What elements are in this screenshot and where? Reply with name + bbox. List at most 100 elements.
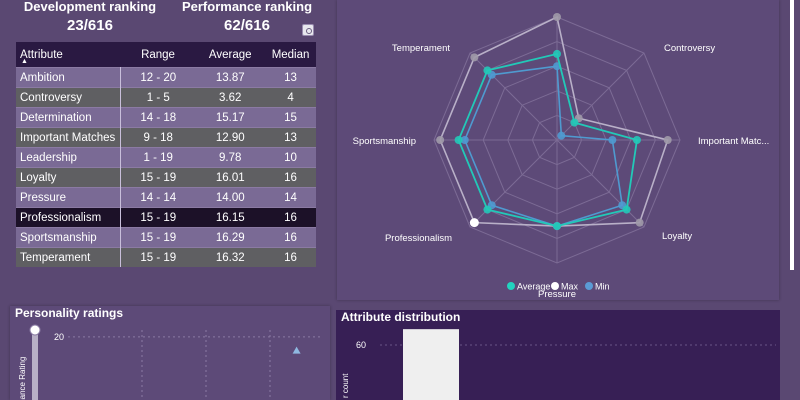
radar-point[interactable] <box>635 218 644 227</box>
performance-ranking-title: Performance ranking <box>181 0 313 14</box>
development-ranking-title: Development ranking <box>23 0 157 14</box>
radar-point[interactable] <box>553 49 561 58</box>
radar-spoke <box>469 52 558 141</box>
attribute-header-label: Attribute <box>20 48 63 61</box>
table-row[interactable]: Professionalism 15 - 19 16.15 16 <box>16 207 316 228</box>
cell-average: 14.00 <box>195 187 266 208</box>
ratings-y-axis-label: mance Rating <box>18 357 27 400</box>
radar-point[interactable] <box>436 136 445 144</box>
cell-range: 14 - 14 <box>120 187 196 208</box>
focus-mode-icon[interactable] <box>302 24 314 36</box>
ratings-slider-track[interactable] <box>32 328 38 400</box>
attribute-distribution-chart: r count6040 <box>341 329 776 400</box>
legend-marker-max <box>551 282 559 290</box>
radar-point[interactable] <box>663 136 672 144</box>
table-row[interactable]: Loyalty 15 - 19 16.01 16 <box>16 167 316 188</box>
performance-ranking-value: 62/616 <box>224 17 270 34</box>
cell-attribute: Important Matches <box>16 127 122 148</box>
radar-point[interactable] <box>608 136 617 144</box>
column-header-median[interactable]: Median <box>265 42 316 68</box>
cell-attribute: Determination <box>16 107 122 128</box>
legend-marker-average <box>507 282 515 290</box>
cell-range: 1 - 5 <box>120 87 196 108</box>
personality-ratings-panel: Personality ratings mance Rating2010 <box>10 306 330 400</box>
table-row[interactable]: Controversy 1 - 5 3.62 4 <box>16 87 316 108</box>
cell-attribute: Sportsmanship <box>16 227 122 248</box>
cell-average: 12.90 <box>195 127 266 148</box>
ratings-point-triangle[interactable] <box>292 346 301 354</box>
cell-median: 4 <box>265 87 316 108</box>
radar-point[interactable] <box>483 66 492 75</box>
cell-attribute: Temperament <box>16 247 122 267</box>
radar-point-highlight[interactable] <box>469 218 479 228</box>
cell-median: 13 <box>265 67 316 88</box>
cell-attribute: Controversy <box>16 87 122 108</box>
radar-point[interactable] <box>460 136 469 144</box>
cell-attribute: Professionalism <box>16 207 122 228</box>
radar-axis-label: Controversy <box>664 43 715 54</box>
cell-median: 15 <box>265 107 316 128</box>
radar-point[interactable] <box>570 118 579 127</box>
column-header-average[interactable]: Average <box>195 42 266 68</box>
cell-median: 16 <box>265 207 316 228</box>
ratings-slider-handle[interactable] <box>29 324 41 336</box>
legend-label[interactable]: Average <box>517 282 550 292</box>
radar-series-max <box>436 13 672 231</box>
cell-average: 16.01 <box>195 167 266 188</box>
cell-average: 9.78 <box>195 147 266 168</box>
radar-point[interactable] <box>483 205 492 214</box>
table-row[interactable]: Temperament 15 - 19 16.32 16 <box>16 247 316 267</box>
radar-point[interactable] <box>454 136 463 144</box>
cell-attribute: Leadership <box>16 147 122 168</box>
cell-range: 14 - 18 <box>120 107 196 128</box>
radar-spoke <box>469 139 558 228</box>
sort-ascending-icon[interactable]: ▲ <box>21 58 28 65</box>
radar-point[interactable] <box>557 131 566 140</box>
radar-legend: Average Max Min <box>507 282 610 292</box>
radar-chart-panel: AmbitionControversyImportant Matc...Loya… <box>337 0 779 300</box>
cell-range: 15 - 19 <box>120 227 196 248</box>
radar-axis-label: Important Matc... <box>698 136 769 147</box>
cell-average: 16.32 <box>195 247 266 267</box>
cell-attribute: Pressure <box>16 187 122 208</box>
radar-series-average <box>454 49 641 231</box>
radar-point[interactable] <box>622 205 631 214</box>
legend-label[interactable]: Max <box>561 282 579 292</box>
radar-axis-label: Professionalism <box>385 233 452 244</box>
vertical-scrollbar[interactable] <box>790 0 794 270</box>
cell-average: 13.87 <box>195 67 266 88</box>
legend-label[interactable]: Min <box>595 282 610 292</box>
development-ranking-card: Development ranking 23/616 <box>10 0 170 40</box>
table-row[interactable]: Ambition 12 - 20 13.87 13 <box>16 67 316 88</box>
development-ranking-value: 23/616 <box>67 17 113 34</box>
cell-median: 10 <box>265 147 316 168</box>
radar-point[interactable] <box>632 136 641 144</box>
cell-range: 12 - 20 <box>120 67 196 88</box>
column-header-attribute[interactable]: Attribute ▲ <box>16 42 121 68</box>
radar-spoke <box>556 139 645 228</box>
radar-point[interactable] <box>553 222 561 231</box>
radar-axis-label: Temperament <box>392 43 450 54</box>
table-row[interactable]: Sportsmanship 15 - 19 16.29 16 <box>16 227 316 248</box>
radar-axis-label: Loyalty <box>662 231 692 242</box>
radar-axis-label: Sportsmanship <box>353 136 416 147</box>
table-row[interactable]: Important Matches 9 - 18 12.90 13 <box>16 127 316 148</box>
radar-point[interactable] <box>470 53 479 62</box>
distribution-y-tick-label: 60 <box>356 340 366 350</box>
radar-series-line <box>463 65 624 227</box>
cell-average: 16.29 <box>195 227 266 248</box>
cell-average: 16.15 <box>195 207 266 228</box>
radar-point[interactable] <box>553 13 561 21</box>
cell-range: 9 - 18 <box>120 127 196 148</box>
table-row[interactable]: Determination 14 - 18 15.17 15 <box>16 107 316 128</box>
column-header-range[interactable]: Range <box>120 42 196 68</box>
table-row[interactable]: Leadership 1 - 19 9.78 10 <box>16 147 316 168</box>
radar-axis-label: Pressure <box>538 289 576 300</box>
legend-marker-min <box>585 282 593 290</box>
cell-median: 14 <box>265 187 316 208</box>
table-row[interactable]: Pressure 14 - 14 14.00 14 <box>16 187 316 208</box>
cell-median: 13 <box>265 127 316 148</box>
distribution-bar[interactable] <box>403 329 459 400</box>
cell-median: 16 <box>265 247 316 267</box>
cell-range: 15 - 19 <box>120 167 196 188</box>
